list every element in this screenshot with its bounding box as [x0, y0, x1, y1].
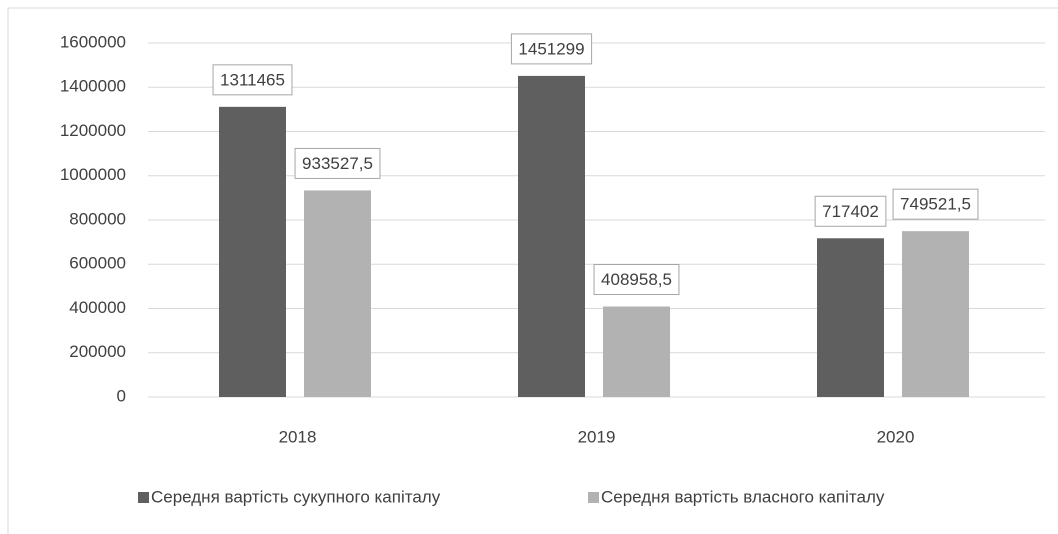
- data-label-box: [510, 33, 593, 65]
- bar: [518, 75, 585, 398]
- legend-swatch: [138, 492, 149, 503]
- data-label: 1311465: [220, 70, 285, 89]
- y-tick-label: 1200000: [60, 121, 126, 140]
- data-label-box: [593, 264, 680, 296]
- x-tick-label: 2018: [279, 427, 317, 446]
- y-tick-label: 1600000: [60, 32, 126, 51]
- x-tick-label: 2019: [578, 427, 616, 446]
- chart-frame: [7, 7, 1058, 534]
- y-tick-label: 600000: [69, 254, 126, 273]
- data-label-box: [892, 188, 979, 220]
- data-label: 933527,5: [302, 154, 373, 173]
- x-tick-label: 2020: [877, 427, 915, 446]
- legend-label: Середня вартість сукупного капіталу: [151, 487, 441, 506]
- y-tick-label: 800000: [69, 209, 126, 228]
- bar: [603, 306, 670, 397]
- data-label: 408958,5: [601, 270, 672, 289]
- data-label: 717402: [822, 202, 879, 221]
- bar: [902, 231, 969, 397]
- data-label-box: [294, 147, 381, 179]
- y-tick-label: 200000: [69, 342, 126, 361]
- legend-swatch: [588, 492, 599, 503]
- bar: [219, 106, 286, 397]
- data-label: 1451299: [518, 39, 584, 58]
- bar: [304, 190, 371, 397]
- y-tick-label: 1000000: [60, 165, 126, 184]
- legend-label: Середня вартість власного капіталу: [601, 487, 885, 506]
- bar: [817, 238, 884, 397]
- data-label-box: [212, 64, 293, 96]
- y-tick-label: 1400000: [60, 77, 126, 96]
- data-label: 749521,5: [900, 195, 971, 214]
- y-tick-label: 0: [117, 386, 126, 405]
- data-label-box: [814, 195, 887, 227]
- y-tick-label: 400000: [69, 298, 126, 317]
